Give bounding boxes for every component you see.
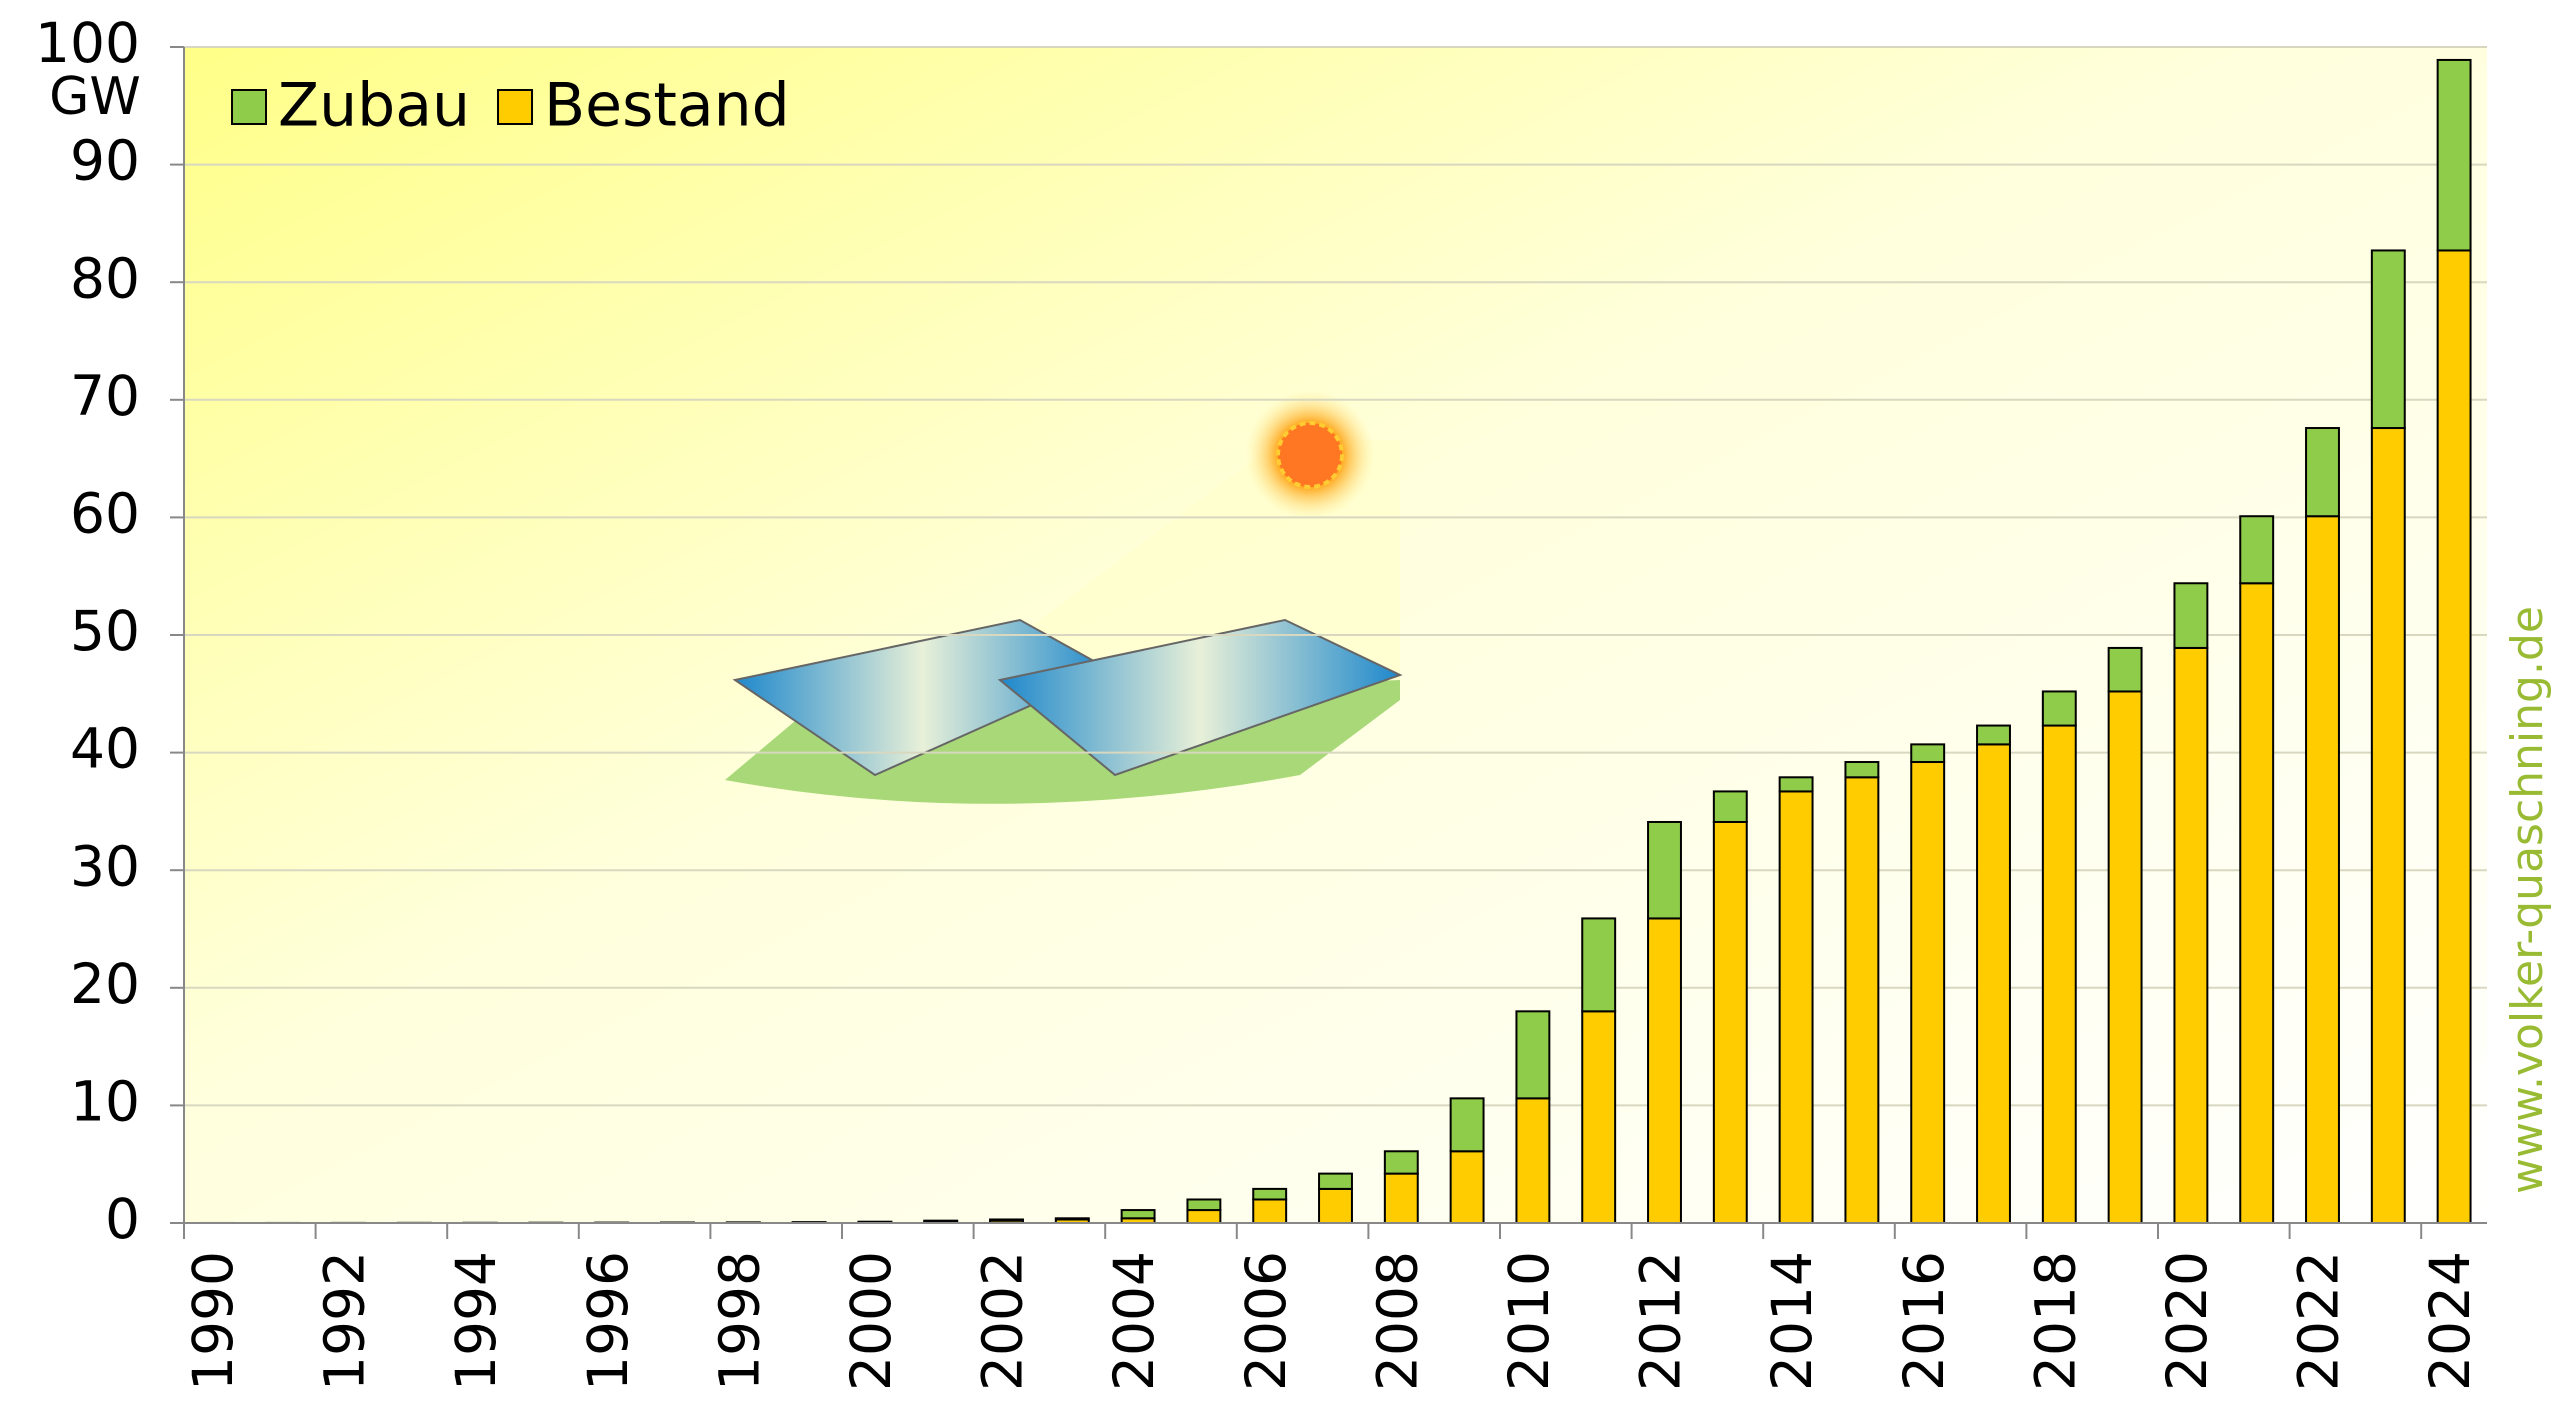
bar-segment bbox=[1911, 744, 1944, 762]
x-tick-label: 2000 bbox=[839, 1251, 903, 1391]
bar-segment bbox=[2174, 648, 2207, 1223]
bar-segment bbox=[1977, 726, 2010, 745]
bar-segment bbox=[2306, 428, 2339, 516]
y-tick-label: 0 bbox=[105, 1187, 140, 1251]
bar-segment bbox=[2372, 250, 2405, 428]
y-tick-label: 40 bbox=[70, 717, 140, 781]
bar-segment bbox=[1253, 1199, 1286, 1223]
bar-segment bbox=[2109, 691, 2142, 1223]
y-tick-label: 90 bbox=[70, 129, 140, 193]
bar-segment bbox=[990, 1219, 1023, 1220]
x-tick-label: 2020 bbox=[2155, 1251, 2219, 1391]
bar-segment bbox=[2306, 516, 2339, 1223]
bar-segment bbox=[2043, 691, 2076, 725]
bar-segment bbox=[2372, 428, 2405, 1223]
bar-segment bbox=[1780, 791, 1813, 1223]
bar-segment bbox=[1122, 1210, 1155, 1218]
bar-segment bbox=[1582, 1011, 1615, 1223]
bar-segment bbox=[2438, 250, 2471, 1223]
bar-segment bbox=[924, 1221, 957, 1222]
y-tick-label: 60 bbox=[70, 482, 140, 546]
bar-segment bbox=[1714, 822, 1747, 1223]
bar-segment bbox=[1582, 918, 1615, 1011]
y-tick-label: 50 bbox=[70, 599, 140, 663]
bar-segment bbox=[1911, 762, 1944, 1223]
watermark: www.volker-quaschning.de bbox=[2502, 606, 2553, 1194]
x-tick-label: 1990 bbox=[181, 1251, 245, 1391]
bar-segment bbox=[1516, 1011, 1549, 1098]
bar-segment bbox=[1056, 1218, 1089, 1219]
x-tick-label: 2008 bbox=[1365, 1251, 1429, 1391]
y-tick-label: 100 bbox=[35, 11, 140, 75]
y-tick-label: 70 bbox=[70, 364, 140, 428]
x-tick-label: 1994 bbox=[444, 1251, 508, 1391]
bar-segment bbox=[2174, 583, 2207, 648]
chart: GW www.volker-quaschning.de Zubau Bestand… bbox=[0, 0, 2554, 1411]
bar-segment bbox=[2438, 60, 2471, 251]
x-tick-label: 2024 bbox=[2418, 1251, 2482, 1391]
bar-segment bbox=[1977, 744, 2010, 1223]
bar-segment bbox=[1648, 918, 1681, 1223]
bar-segment bbox=[2240, 583, 2273, 1223]
bar-segment bbox=[1845, 777, 1878, 1223]
bar-segment bbox=[1319, 1174, 1352, 1189]
y-tick-label: 80 bbox=[70, 246, 140, 310]
bar-segment bbox=[1319, 1189, 1352, 1223]
x-tick-label: 2012 bbox=[1629, 1251, 1693, 1391]
y-axis-label: GW bbox=[49, 67, 141, 127]
bar-segment bbox=[2240, 516, 2273, 583]
y-tick-label: 10 bbox=[70, 1070, 140, 1134]
x-tick-label: 1998 bbox=[707, 1251, 771, 1391]
bar-segment bbox=[1451, 1098, 1484, 1151]
legend-swatch bbox=[498, 90, 532, 124]
bar-segment bbox=[1714, 791, 1747, 822]
x-tick-label: 2002 bbox=[971, 1251, 1035, 1391]
legend-label: Zubau bbox=[278, 71, 470, 141]
x-tick-label: 2004 bbox=[1102, 1251, 1166, 1391]
x-tick-label: 2014 bbox=[1760, 1251, 1824, 1391]
x-tick-label: 1992 bbox=[313, 1251, 377, 1391]
bar-segment bbox=[1845, 762, 1878, 777]
legend-swatch bbox=[232, 90, 266, 124]
x-tick-label: 2010 bbox=[1497, 1251, 1561, 1391]
bar-segment bbox=[2109, 648, 2142, 692]
x-tick-label: 1996 bbox=[576, 1251, 640, 1391]
legend-label: Bestand bbox=[544, 71, 790, 141]
x-tick-label: 2018 bbox=[2023, 1251, 2087, 1391]
bar-segment bbox=[1187, 1199, 1220, 1210]
bar-segment bbox=[2043, 726, 2076, 1223]
bar-segment bbox=[1187, 1210, 1220, 1223]
x-tick-label: 2006 bbox=[1234, 1251, 1298, 1391]
bar-segment bbox=[1648, 822, 1681, 918]
y-tick-label: 20 bbox=[70, 952, 140, 1016]
bar-segment bbox=[1385, 1174, 1418, 1223]
x-tick-label: 2016 bbox=[1892, 1251, 1956, 1391]
y-tick-label: 30 bbox=[70, 834, 140, 898]
bar-segment bbox=[1385, 1151, 1418, 1173]
bar-segment bbox=[1253, 1189, 1286, 1200]
bar-segment bbox=[1516, 1098, 1549, 1223]
x-tick-label: 2022 bbox=[2287, 1251, 2351, 1391]
bar-segment bbox=[1451, 1151, 1484, 1223]
bar-segment bbox=[1780, 777, 1813, 791]
